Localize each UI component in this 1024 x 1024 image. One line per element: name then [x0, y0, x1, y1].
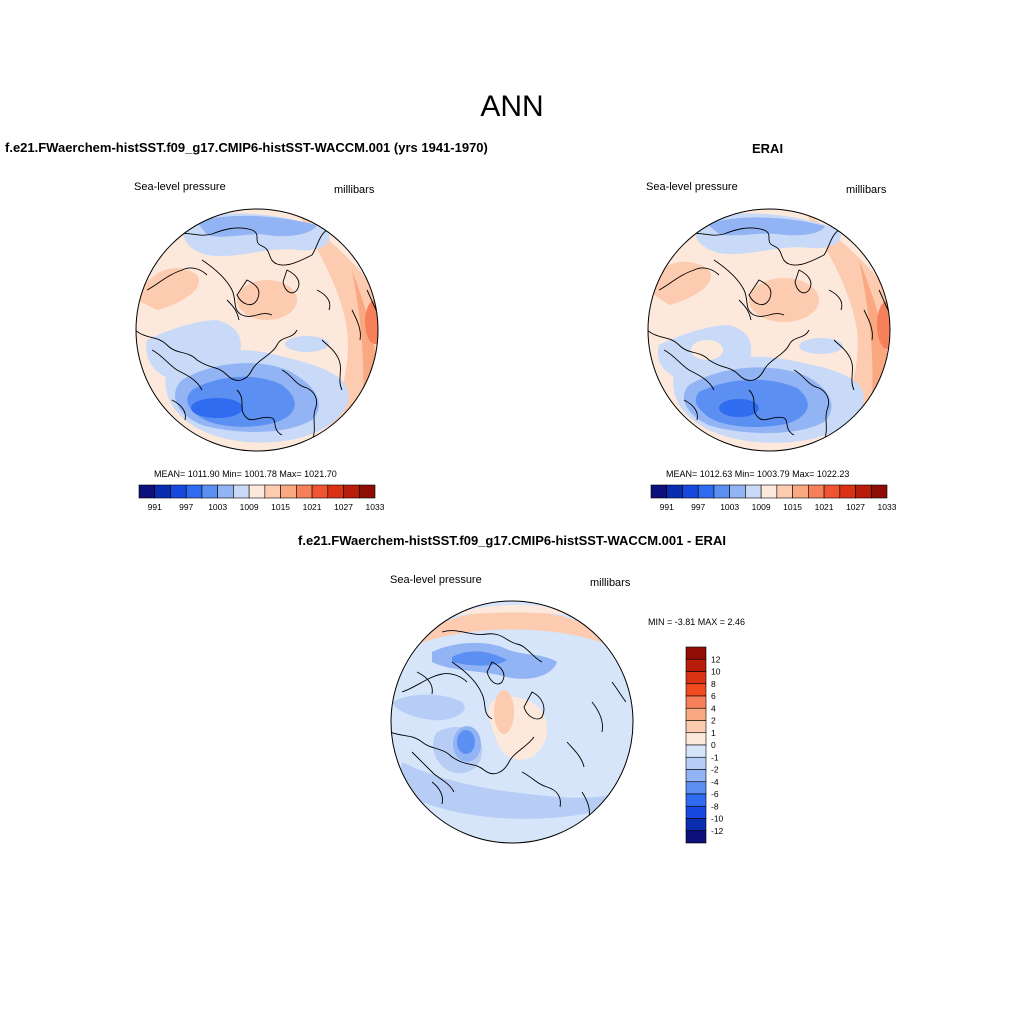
obs-colorbar-swatch [760, 484, 778, 499]
diff-colorbar-swatch [685, 732, 707, 746]
obs-colorbar-swatch [666, 484, 683, 499]
obs-colorbar-swatch [823, 484, 841, 499]
model-colorbar-swatch [248, 484, 266, 499]
model-panel-title: f.e21.FWaerchem-histSST.f09_g17.CMIP6-hi… [5, 140, 488, 155]
diff-colorbar-swatch [685, 805, 707, 819]
diff-variable-label: Sea-level pressure [390, 574, 482, 586]
diff-colorbar-label: -4 [711, 777, 719, 787]
model-colorbar-swatch [201, 484, 218, 499]
obs-colorbar-swatch [870, 484, 888, 499]
diff-colorbar-swatch [685, 720, 707, 734]
diff-polar-map [390, 600, 634, 844]
model-polar-map [135, 208, 379, 452]
diff-colorbar-label: -8 [711, 801, 719, 811]
diff-colorbar-label: -12 [711, 826, 724, 836]
diff-colorbar-swatch [685, 818, 707, 832]
obs-colorbar-label: 991 [660, 502, 674, 512]
obs-colorbar-swatch [697, 484, 715, 499]
obs-colorbar-label: 1033 [878, 502, 897, 512]
diff-colorbar-label: 8 [711, 679, 716, 689]
diff-colorbar-label: 6 [711, 691, 716, 701]
model-colorbar-label: 1033 [366, 502, 385, 512]
obs-colorbar-swatch [776, 484, 793, 499]
diff-colorbar-label: -10 [711, 814, 724, 824]
obs-colorbar-label: 997 [691, 502, 705, 512]
model-colorbar-swatch [154, 484, 171, 499]
obs-colorbar-swatch [729, 484, 746, 499]
model-colorbar-label: 1021 [303, 502, 322, 512]
diff-colorbar-label: -2 [711, 765, 719, 775]
model-colorbar-swatch [217, 484, 234, 499]
diff-units-label: millibars [590, 577, 631, 589]
model-colorbar-label: 991 [148, 502, 162, 512]
diff-colorbar-label: 4 [711, 703, 716, 713]
diff-colorbar-swatch [685, 769, 707, 783]
diff-stats: MIN = -3.81 MAX = 2.46 [648, 617, 746, 627]
obs-colorbar-label: 1003 [720, 502, 739, 512]
model-colorbar-swatch [311, 484, 329, 499]
diff-colorbar-swatch [685, 830, 707, 844]
model-colorbar-swatch [358, 484, 376, 499]
obs-colorbar-swatch [682, 484, 699, 499]
model-colorbar-swatch [327, 484, 344, 499]
figure-title: ANN [480, 90, 544, 123]
diff-colorbar-swatch [685, 683, 707, 697]
diff-colorbar-label: 2 [711, 716, 716, 726]
diff-colorbar-swatch [685, 658, 707, 672]
model-colorbar-label: 1009 [240, 502, 259, 512]
diff-colorbar-label: 10 [711, 667, 721, 677]
obs-colorbar-swatch [855, 484, 872, 499]
model-colorbar-label: 1003 [208, 502, 227, 512]
model-colorbar: 991 997 1003 1009 1015 1021 1027 1033 [138, 484, 385, 512]
model-colorbar-swatch [343, 484, 360, 499]
diff-colorbar-swatch [685, 695, 707, 709]
model-units-label: millibars [334, 184, 375, 196]
obs-colorbar-label: 1021 [815, 502, 834, 512]
model-colorbar-label: 1027 [334, 502, 353, 512]
obs-colorbar-label: 1015 [783, 502, 802, 512]
obs-units-label: millibars [846, 184, 887, 196]
model-variable-label: Sea-level pressure [134, 181, 226, 193]
diff-colorbar-swatch [685, 671, 707, 685]
diff-colorbar-label: -1 [711, 752, 719, 762]
model-colorbar-swatch [170, 484, 187, 499]
diff-colorbar-swatch [685, 744, 707, 758]
obs-stats: MEAN= 1012.63 Min= 1003.79 Max= 1022.23 [666, 469, 850, 479]
diff-colorbar-label: -6 [711, 789, 719, 799]
obs-colorbar-label: 1009 [752, 502, 771, 512]
diff-colorbar-swatch [685, 781, 707, 795]
model-colorbar-label: 997 [179, 502, 193, 512]
diff-colorbar-swatch [685, 646, 707, 660]
model-colorbar-label: 1015 [271, 502, 290, 512]
diff-panel-title: f.e21.FWaerchem-histSST.f09_g17.CMIP6-hi… [298, 533, 726, 548]
diff-colorbar-label: 1 [711, 728, 716, 738]
model-colorbar-swatch [280, 484, 297, 499]
diff-colorbar-label: 0 [711, 740, 716, 750]
obs-colorbar-swatch [745, 484, 762, 499]
diff-colorbar-label: 12 [711, 654, 721, 664]
obs-colorbar-swatch [713, 484, 730, 499]
obs-variable-label: Sea-level pressure [646, 181, 738, 193]
obs-colorbar: 991 997 1003 1009 1015 1021 1027 1033 [650, 484, 897, 512]
model-colorbar-swatch [296, 484, 313, 499]
diff-colorbar-swatch [685, 793, 707, 807]
obs-colorbar-swatch [650, 484, 668, 499]
obs-polar-map [647, 208, 891, 452]
model-stats: MEAN= 1011.90 Min= 1001.78 Max= 1021.70 [154, 469, 337, 479]
diff-colorbar-swatch [685, 756, 707, 770]
obs-colorbar-label: 1027 [846, 502, 865, 512]
diff-colorbar-swatch [685, 707, 707, 721]
model-colorbar-swatch [264, 484, 281, 499]
model-colorbar-swatch [185, 484, 203, 499]
obs-colorbar-swatch [792, 484, 809, 499]
model-colorbar-swatch [138, 484, 156, 499]
obs-colorbar-swatch [808, 484, 825, 499]
obs-panel-title: ERAI [752, 141, 784, 156]
obs-colorbar-swatch [839, 484, 856, 499]
model-colorbar-swatch [233, 484, 250, 499]
